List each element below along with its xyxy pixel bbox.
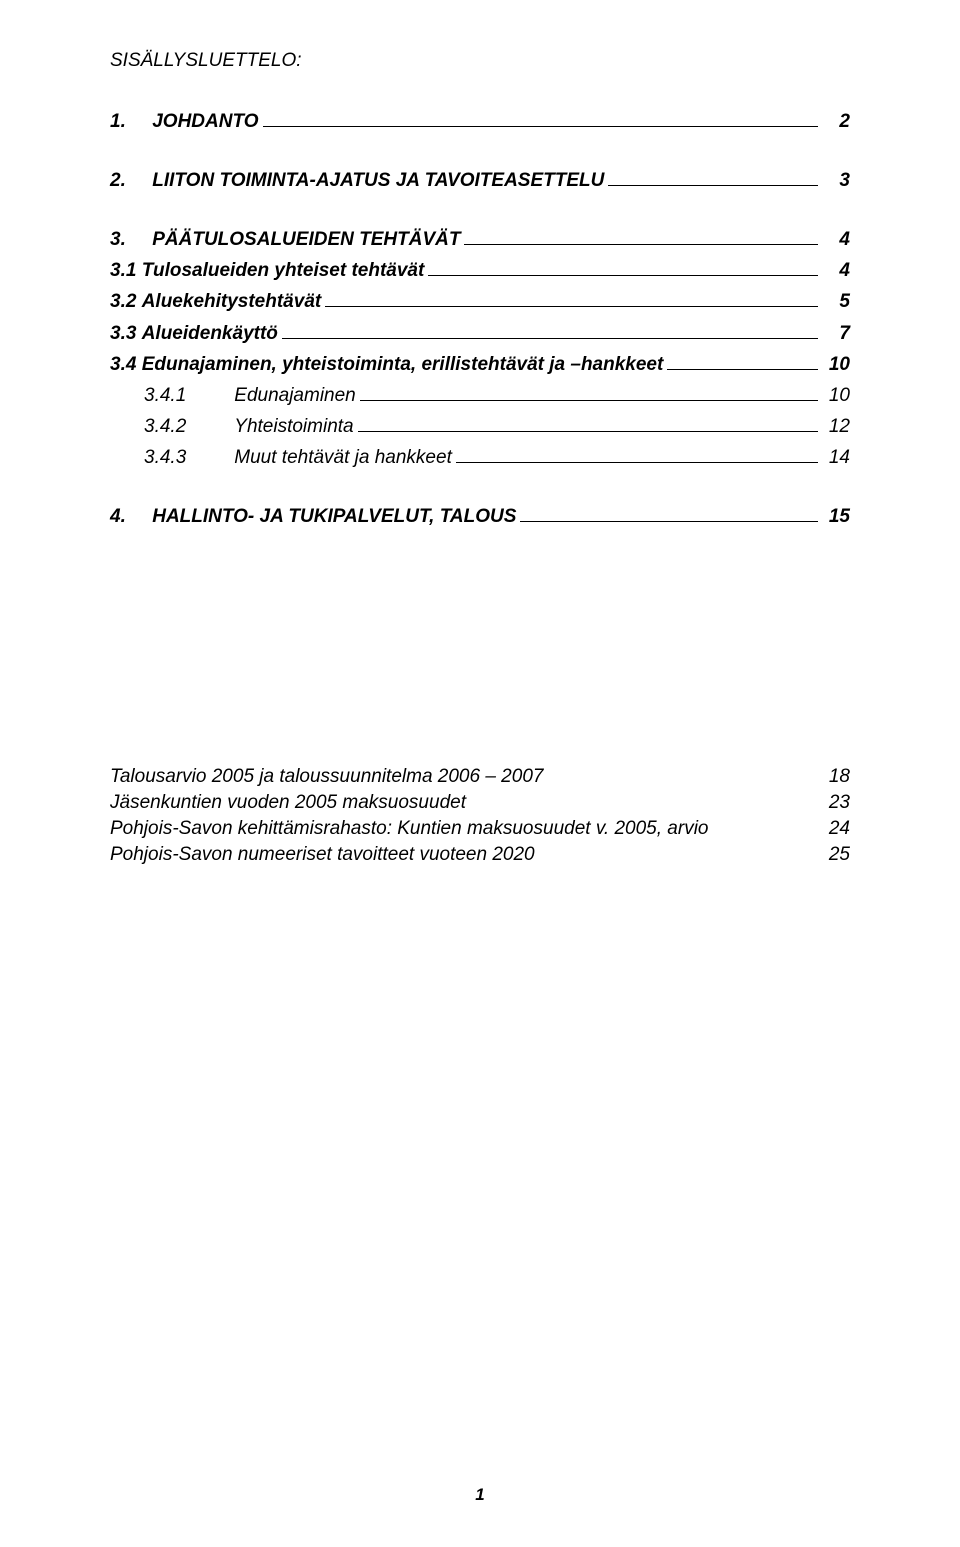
toc-page: 15 <box>822 506 850 528</box>
toc-heading: SISÄLLYSLUETTELO: <box>110 50 850 72</box>
toc-entry: 3.4 Edunajaminen, yhteistoiminta, erilli… <box>110 353 850 376</box>
toc-leader <box>428 259 818 276</box>
toc-number: 3.4.1 <box>110 385 186 407</box>
toc-number: 3.4.3 <box>110 447 186 469</box>
appendix-list: Talousarvio 2005 ja taloussuunnitelma 20… <box>110 766 850 866</box>
toc-entry: 3. PÄÄTULOSALUEIDEN TEHTÄVÄT 4 <box>110 228 850 251</box>
toc-number: 1. <box>110 111 152 133</box>
toc-leader <box>520 505 818 522</box>
document-page: SISÄLLYSLUETTELO: 1. JOHDANTO 2 2. LIITO… <box>0 0 960 1547</box>
toc-entry: 3.2 Aluekehitystehtävät 5 <box>110 290 850 313</box>
toc-label: LIITON TOIMINTA-AJATUS JA TAVOITEASETTEL… <box>152 170 604 192</box>
toc-entry: 3.4.1 Edunajaminen 10 <box>110 384 850 407</box>
appendix-page: 23 <box>822 792 850 814</box>
toc-page: 5 <box>822 291 850 313</box>
toc-label: Alueidenkäyttö <box>142 323 278 345</box>
toc-number: 3.4.2 <box>110 416 186 438</box>
toc-label: Edunajaminen, yhteistoiminta, erillisteh… <box>142 354 664 376</box>
appendix-label: Talousarvio 2005 ja taloussuunnitelma 20… <box>110 766 822 788</box>
appendix-label: Pohjois-Savon kehittämisrahasto: Kuntien… <box>110 818 822 840</box>
toc-leader <box>667 353 818 370</box>
toc-entry: 3.4.2 Yhteistoiminta 12 <box>110 415 850 438</box>
toc-entry: 4. HALLINTO- JA TUKIPALVELUT, TALOUS 15 <box>110 505 850 528</box>
toc-page: 7 <box>822 323 850 345</box>
toc-page: 10 <box>822 354 850 376</box>
toc-page: 12 <box>822 416 850 438</box>
toc-leader <box>464 228 818 245</box>
appendix-label: Pohjois-Savon numeeriset tavoitteet vuot… <box>110 844 822 866</box>
toc-entry: 2. LIITON TOIMINTA-AJATUS JA TAVOITEASET… <box>110 169 850 192</box>
appendix-label: Jäsenkuntien vuoden 2005 maksuosuudet <box>110 792 822 814</box>
toc-entry: 3.3 Alueidenkäyttö 7 <box>110 321 850 344</box>
toc-number: 3.1 <box>110 260 142 282</box>
toc-page: 4 <box>822 229 850 251</box>
appendix-entry: Pohjois-Savon kehittämisrahasto: Kuntien… <box>110 818 850 840</box>
toc-leader <box>282 321 818 338</box>
appendix-entry: Jäsenkuntien vuoden 2005 maksuosuudet 23 <box>110 792 850 814</box>
toc-number: 3. <box>110 229 152 251</box>
toc-number: 3.2 <box>110 291 142 313</box>
toc-leader <box>456 446 818 463</box>
appendix-page: 24 <box>822 818 850 840</box>
toc-page: 3 <box>822 170 850 192</box>
toc-leader <box>263 110 818 127</box>
toc-page: 4 <box>822 260 850 282</box>
toc-label: Aluekehitystehtävät <box>142 291 322 313</box>
toc-label: Edunajaminen <box>234 385 355 407</box>
toc-label: JOHDANTO <box>152 111 258 133</box>
toc-entry: 1. JOHDANTO 2 <box>110 110 850 133</box>
toc-number: 3.3 <box>110 323 142 345</box>
toc-label: Muut tehtävät ja hankkeet <box>234 447 452 469</box>
appendix-entry: Talousarvio 2005 ja taloussuunnitelma 20… <box>110 766 850 788</box>
appendix-entry: Pohjois-Savon numeeriset tavoitteet vuot… <box>110 844 850 866</box>
page-number: 1 <box>0 1485 960 1505</box>
toc-leader <box>325 290 818 307</box>
toc-entry: 3.4.3 Muut tehtävät ja hankkeet 14 <box>110 446 850 469</box>
toc-label: Tulosalueiden yhteiset tehtävät <box>142 260 425 282</box>
toc-leader <box>358 415 818 432</box>
toc-number: 3.4 <box>110 354 142 376</box>
toc-label: Yhteistoiminta <box>234 416 353 438</box>
toc-number: 2. <box>110 170 152 192</box>
appendix-page: 18 <box>822 766 850 788</box>
toc-leader <box>608 169 818 186</box>
appendix-page: 25 <box>822 844 850 866</box>
toc-label: PÄÄTULOSALUEIDEN TEHTÄVÄT <box>152 229 460 251</box>
toc-number: 4. <box>110 506 152 528</box>
toc-page: 14 <box>822 447 850 469</box>
toc-label: HALLINTO- JA TUKIPALVELUT, TALOUS <box>152 506 516 528</box>
toc-page: 10 <box>822 385 850 407</box>
toc-page: 2 <box>822 111 850 133</box>
toc-entry: 3.1 Tulosalueiden yhteiset tehtävät 4 <box>110 259 850 282</box>
toc-leader <box>360 384 818 401</box>
